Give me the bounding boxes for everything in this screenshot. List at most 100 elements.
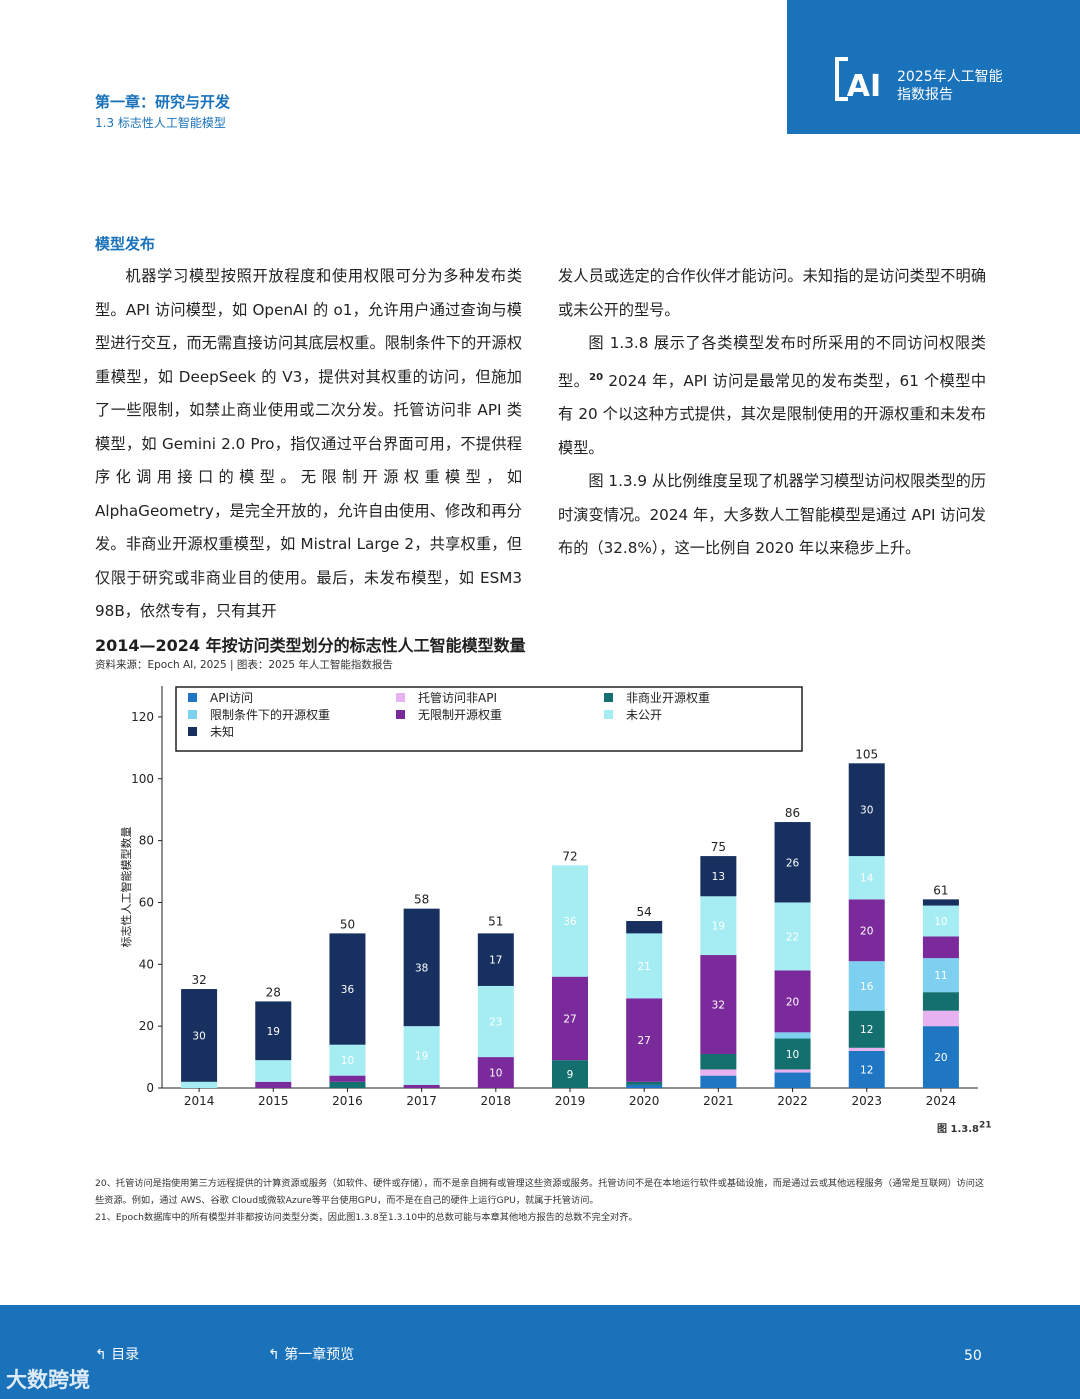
chart-source: 资料来源：Epoch AI, 2025 | 图表：2025 年人工智能指数报告	[95, 659, 393, 671]
bar-segment	[329, 933, 366, 1045]
stacked-bar-chart: 标志性人工智能模型数量02040608010012030322014192820…	[119, 686, 978, 1108]
segment-value-label: 30	[192, 1030, 205, 1042]
segment-value-label: 20	[934, 1052, 947, 1064]
legend-label: API访问	[210, 691, 253, 705]
footer	[0, 1305, 1080, 1399]
y-tick-label: 0	[146, 1081, 154, 1095]
bar-total-label: 54	[637, 905, 652, 919]
page-number: 50	[964, 1348, 982, 1364]
toc-link[interactable]: ↰ 目录	[95, 1344, 139, 1364]
bar-segment	[700, 1069, 737, 1076]
legend-label: 未公开	[626, 708, 662, 722]
legend-swatch	[396, 710, 405, 719]
bar-segment	[477, 985, 514, 1058]
y-tick-label: 80	[139, 834, 154, 848]
segment-value-label: 32	[712, 1000, 725, 1012]
segment-value-label: 21	[637, 961, 650, 973]
bar-total-label: 51	[488, 914, 503, 928]
bar-segment	[774, 1038, 811, 1070]
x-tick-label: 2018	[481, 1094, 512, 1108]
bar-segment	[848, 1010, 885, 1048]
y-tick-label: 100	[131, 772, 154, 786]
bar-segment	[922, 1010, 959, 1027]
paragraph: 机器学习模型按照开放程度和使用权限可分为多种发布类型。API 访问模型，如 Op…	[95, 267, 522, 620]
segment-value-label: 38	[415, 962, 428, 974]
bar-total-label: 50	[340, 917, 355, 931]
segment-value-label: 27	[637, 1035, 650, 1047]
figure-label: 图 1.3.8	[937, 1124, 979, 1135]
report-title-line1: 2025年人工智能	[897, 69, 1003, 85]
footnotes: 20、托管访问是指使用第三方远程提供的计算资源或服务（如软件、硬件或存储），而不…	[95, 1175, 987, 1226]
segment-value-label: 10	[934, 916, 947, 928]
bar-segment	[922, 958, 959, 993]
bar-segment	[255, 1060, 292, 1082]
bar-segment	[552, 976, 588, 1061]
return-icon: ↰	[268, 1347, 285, 1363]
segment-value-label: 11	[934, 970, 947, 982]
body-column-left: 机器学习模型按照开放程度和使用权限可分为多种发布类型。API 访问模型，如 Op…	[95, 260, 522, 629]
bar-segment	[774, 1069, 811, 1073]
bar-segment	[774, 902, 811, 971]
bar-segment	[848, 899, 885, 962]
segment-value-label: 16	[860, 981, 874, 993]
bar-total-label: 105	[855, 747, 878, 761]
chapter-preview-link[interactable]: ↰ 第一章预览	[268, 1344, 354, 1364]
bar-segment	[552, 865, 588, 977]
footnote-ref-20[interactable]: 20	[589, 371, 604, 383]
paragraph-continued: 发人员或选定的合作伙伴才能访问。未知指的是访问类型不明确或未公开的型号。	[558, 267, 986, 319]
bar-segment	[403, 908, 440, 1027]
bar-segment	[255, 1081, 292, 1088]
bar-segment	[477, 933, 514, 986]
bar-total-label: 61	[933, 883, 948, 897]
legend-box	[175, 686, 803, 752]
bar-segment	[255, 1001, 292, 1061]
bar-segment	[477, 1057, 514, 1088]
watermark: 大数跨境	[6, 1368, 90, 1392]
legend-label: 无限制开源权重	[418, 708, 502, 722]
bar-segment	[848, 961, 885, 1011]
legend-swatch	[396, 693, 405, 702]
bar-segment	[700, 856, 737, 897]
body-column-right: 发人员或选定的合作伙伴才能访问。未知指的是访问类型不明确或未公开的型号。 图 1…	[558, 260, 986, 566]
bar-total-label: 86	[785, 806, 800, 820]
x-tick-label: 2019	[555, 1094, 586, 1108]
segment-value-label: 27	[563, 1013, 576, 1025]
legend-swatch	[188, 693, 197, 702]
x-tick-label: 2024	[926, 1094, 957, 1108]
segment-value-label: 10	[341, 1055, 354, 1067]
y-tick-label: 20	[139, 1019, 154, 1033]
bar-segment	[774, 822, 811, 903]
bar-segment	[774, 1072, 811, 1088]
bar-segment	[626, 933, 663, 999]
logo-text: AI	[847, 69, 881, 102]
segment-value-label: 22	[786, 931, 799, 943]
paragraph: 图 1.3.8 展示了各类模型发布时所采用的不同访问权限类型。20 2024 年…	[558, 327, 986, 465]
legend-label: 非商业开源权重	[626, 690, 710, 705]
toc-label: 目录	[111, 1347, 140, 1363]
x-tick-label: 2021	[703, 1094, 734, 1108]
segment-value-label: 9	[567, 1069, 574, 1081]
bar-segment	[848, 1047, 885, 1051]
footnote-ref-21[interactable]: 21	[978, 1120, 992, 1131]
segment-value-label: 36	[563, 916, 577, 928]
bar-segment	[552, 1060, 588, 1088]
bar-segment	[922, 1026, 959, 1088]
x-tick-label: 2015	[258, 1094, 289, 1108]
bar-segment	[922, 899, 959, 906]
segment-value-label: 30	[860, 805, 873, 817]
paragraph: 图 1.3.9 从比例维度呈现了机器学习模型访问权限类型的历时演变情况。2024…	[558, 472, 987, 558]
bar-segment	[626, 998, 663, 1082]
bar-segment	[329, 1081, 366, 1088]
bar-segment	[922, 905, 959, 937]
legend-label: 托管访问非API	[418, 690, 497, 705]
bar-segment	[329, 1075, 366, 1082]
legend-swatch	[604, 693, 613, 702]
bar-segment	[700, 1075, 737, 1088]
segment-value-label: 13	[712, 871, 725, 883]
segment-value-label: 19	[712, 921, 725, 933]
bar-segment	[848, 856, 885, 900]
x-tick-label: 2016	[332, 1094, 363, 1108]
bar-segment	[848, 763, 885, 857]
bar-segment	[922, 936, 959, 959]
paragraph-text: 2024 年，API 访问是最常见的发布类型，61 个模型中有 20 个以这种方…	[558, 371, 987, 457]
